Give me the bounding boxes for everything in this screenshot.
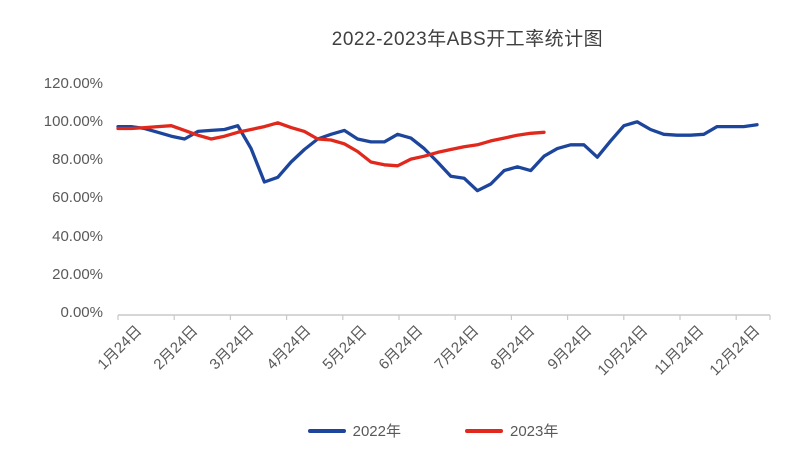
chart-title: 2022-2023年ABS开工率统计图 — [331, 29, 604, 50]
legend-label-2022: 2022年 — [352, 423, 401, 440]
series-line-2022 — [116, 120, 759, 193]
y-tick-label: 20.00% — [52, 266, 103, 283]
legend-line-swatch-2022 — [307, 428, 346, 433]
y-tick-label: 40.00% — [52, 228, 103, 245]
legend-line-swatch-2023 — [465, 428, 503, 433]
chart-legend: 2022年 2023年 — [0, 420, 800, 441]
legend-item-2022: 2022年 — [307, 420, 401, 441]
legend-item-2023: 2023年 — [465, 420, 558, 441]
legend-label-2023: 2023年 — [510, 423, 559, 440]
series-line-2023 — [116, 121, 546, 168]
y-tick-label: 0.00% — [60, 304, 103, 321]
y-tick-label: 100.00% — [43, 113, 103, 130]
y-tick-label: 120.00% — [43, 75, 103, 92]
y-tick-label: 80.00% — [52, 151, 103, 168]
y-tick-label: 60.00% — [52, 189, 103, 206]
